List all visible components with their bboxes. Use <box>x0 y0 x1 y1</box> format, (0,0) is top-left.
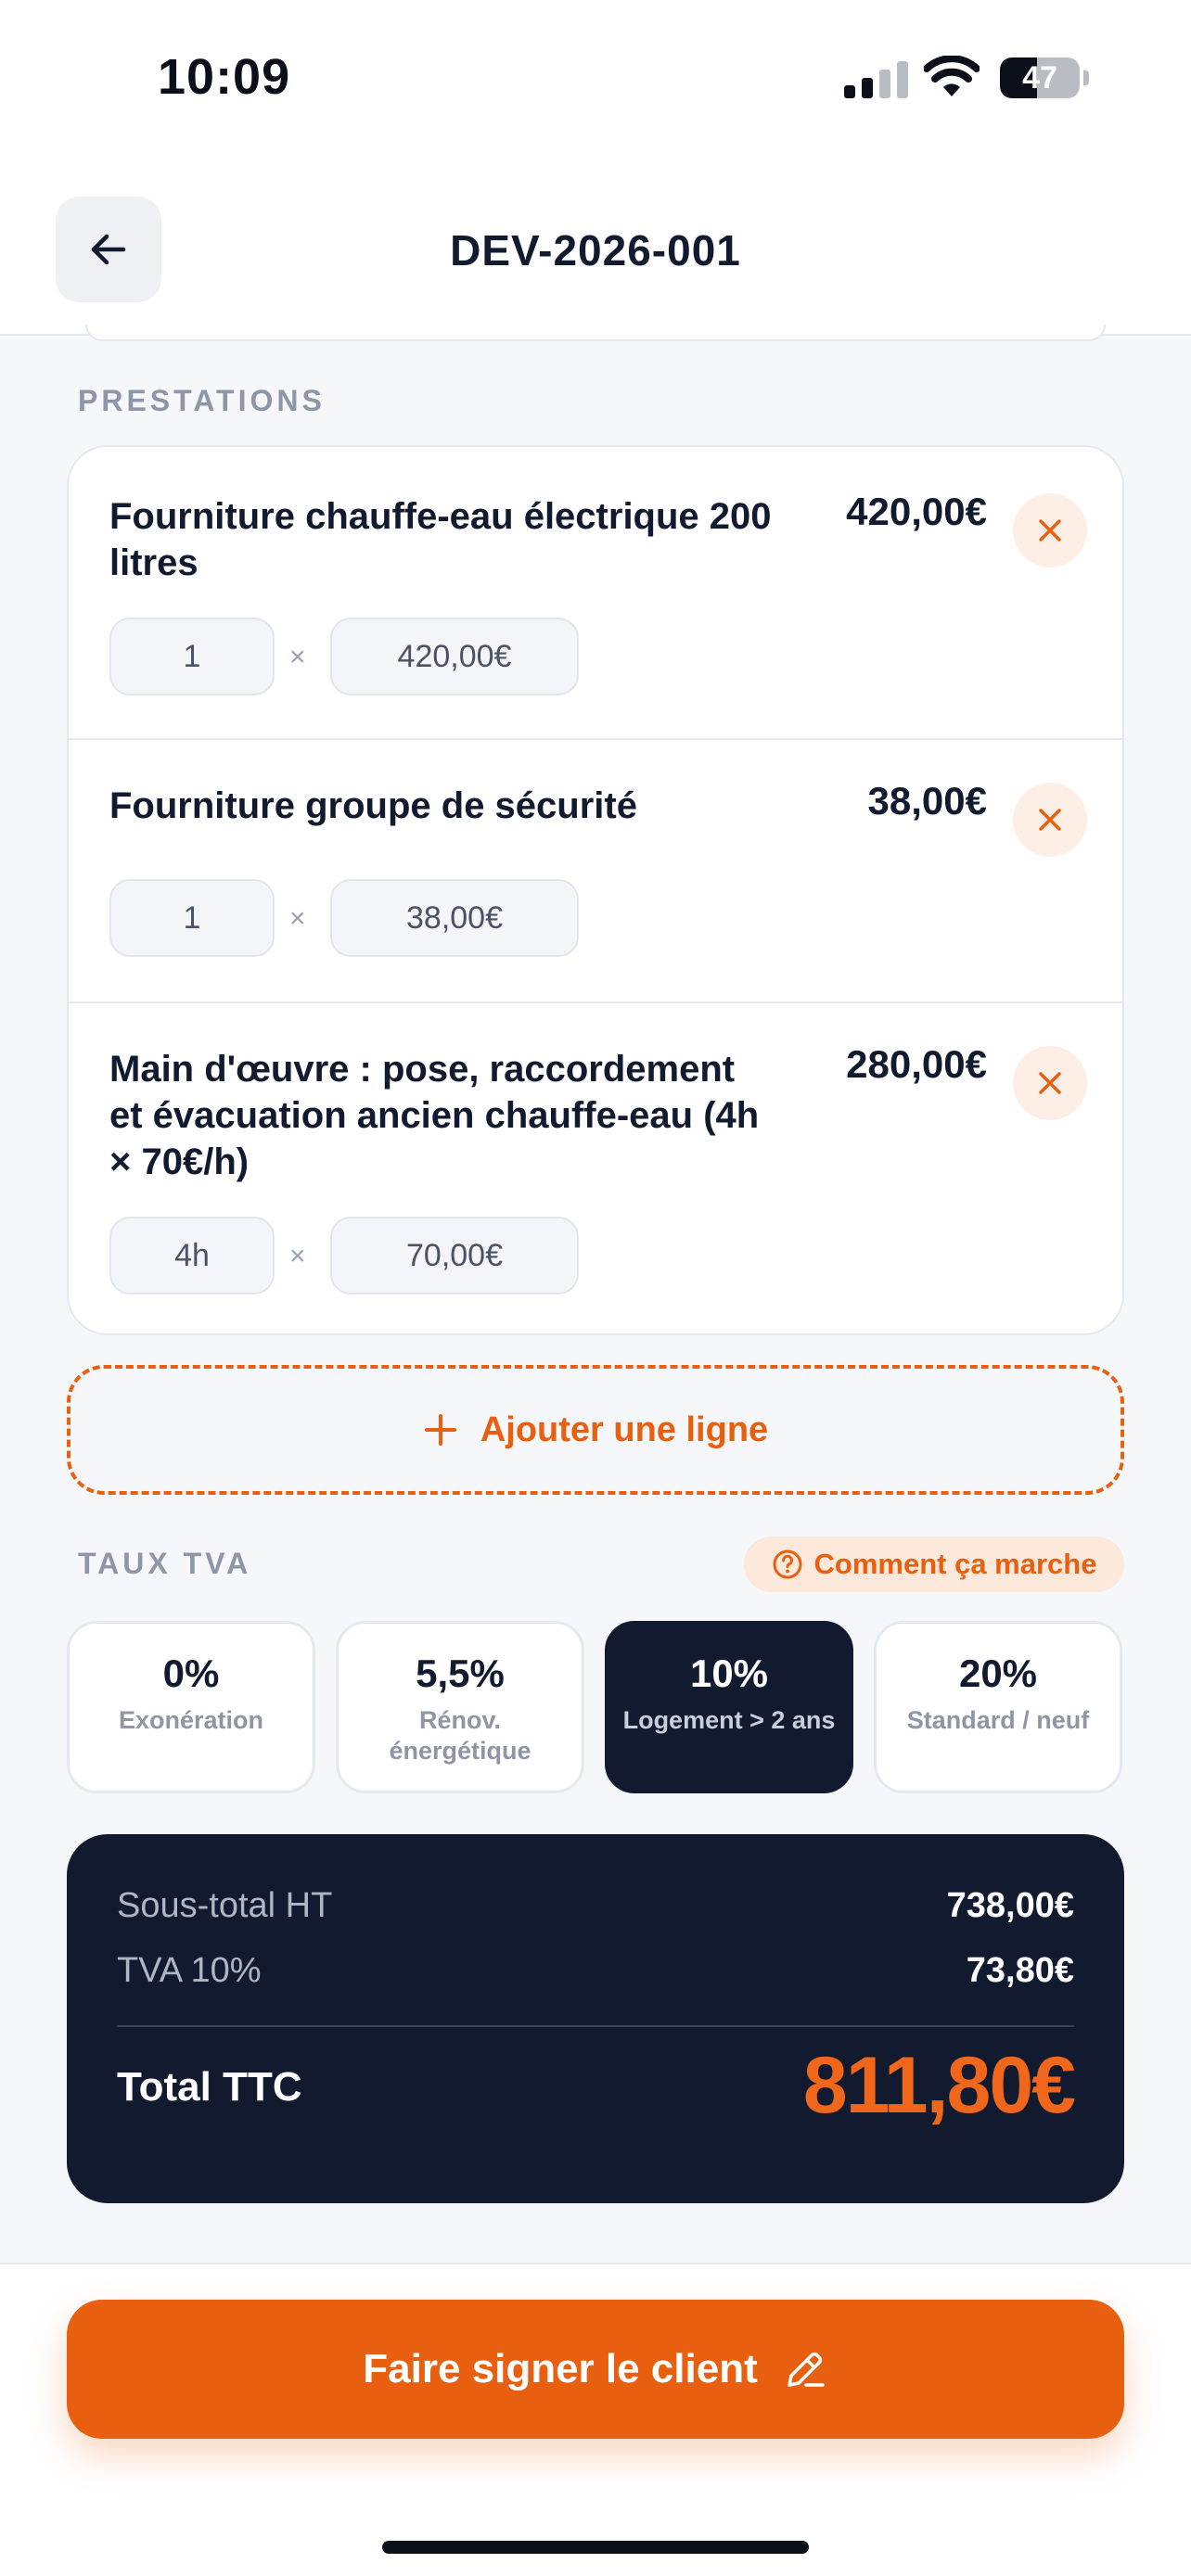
item-total: 280,00€ <box>846 1042 987 1086</box>
multiply-sign: × <box>289 642 306 672</box>
header: DEV-2026-001 <box>0 162 1191 336</box>
row-divider <box>69 738 1122 740</box>
quantity-field[interactable]: 1 <box>109 879 275 957</box>
unit-price-field[interactable]: 38,00€ <box>330 879 579 957</box>
vat-rate: 5,5% <box>416 1651 505 1695</box>
vat-description: Exonération <box>118 1706 264 1734</box>
multiply-sign: × <box>289 903 306 934</box>
prestations-section-label: PRESTATIONS <box>78 384 326 417</box>
wifi-icon <box>924 56 980 96</box>
unit-price-field[interactable]: 420,00€ <box>330 618 579 695</box>
vat-description: Standard / neuf <box>906 1706 1090 1734</box>
home-indicator <box>382 2541 809 2554</box>
item-description: Main d'œuvre : pose, raccordement et éva… <box>109 1049 760 1182</box>
vat-section-label: TAUX TVA <box>78 1547 252 1580</box>
pencil-icon <box>788 2352 825 2387</box>
battery-icon: 47 <box>1000 57 1080 98</box>
multiply-sign: × <box>289 1241 306 1271</box>
vat-amount-label: TVA 10% <box>117 1951 262 1990</box>
totals-card: Sous-total HT 738,00€ TVA 10% 73,80€ Tot… <box>67 1834 1124 2203</box>
vat-rate: 0% <box>162 1651 220 1695</box>
cellular-signal-icon <box>844 61 908 98</box>
grand-total-value: 811,80€ <box>802 2041 1076 2130</box>
remove-item-button[interactable] <box>1013 783 1087 857</box>
vat-option-10[interactable]: 10% Logement > 2 ans <box>605 1621 853 1793</box>
item-total: 420,00€ <box>846 490 987 533</box>
help-button[interactable]: Comment ça marche <box>744 1537 1124 1592</box>
battery-fill <box>1000 57 1038 98</box>
status-bar: 10:09 47 <box>0 0 1191 162</box>
battery-tip <box>1083 70 1089 85</box>
plus-icon <box>424 1414 456 1446</box>
quantity-field[interactable]: 1 <box>109 618 275 695</box>
vat-amount-value: 73,80€ <box>966 1951 1074 1990</box>
vat-option-20[interactable]: 20% Standard / neuf <box>874 1621 1122 1793</box>
row-divider <box>69 1001 1122 1003</box>
page-title: DEV-2026-001 <box>450 226 741 274</box>
line-item: Fourniture chauffe-eau électrique 200 li… <box>69 447 1122 738</box>
add-line-button[interactable]: Ajouter une ligne <box>67 1365 1124 1495</box>
item-description: Fourniture groupe de sécurité <box>109 785 637 826</box>
arrow-left-icon <box>91 234 126 265</box>
remove-item-button[interactable] <box>1013 1046 1087 1120</box>
close-icon <box>1039 519 1061 542</box>
vat-description: Logement > 2 ans <box>622 1706 836 1734</box>
subtotal-label: Sous-total HT <box>117 1886 333 1925</box>
footer: Faire signer le client <box>0 2263 1191 2576</box>
totals-divider <box>117 2025 1074 2027</box>
vat-option-0[interactable]: 0% Exonération <box>67 1621 315 1793</box>
item-description: Fourniture chauffe-eau électrique 200 li… <box>109 496 772 583</box>
help-circle-icon <box>773 1549 802 1579</box>
quantity-field[interactable]: 4h <box>109 1217 275 1294</box>
subtotal-value: 738,00€ <box>946 1886 1074 1925</box>
close-icon <box>1039 1072 1061 1094</box>
previous-card-edge <box>85 325 1106 341</box>
line-item: Main d'œuvre : pose, raccordement et éva… <box>69 1003 1122 1333</box>
sign-client-button[interactable]: Faire signer le client <box>67 2300 1124 2439</box>
grand-total-label: Total TTC <box>117 2064 302 2110</box>
vat-option-5-5[interactable]: 5,5% Rénov. énergétique <box>336 1621 584 1793</box>
back-button[interactable] <box>56 197 161 302</box>
item-total: 38,00€ <box>867 779 987 823</box>
help-label: Comment ça marche <box>813 1548 1097 1580</box>
prestations-card: Fourniture chauffe-eau électrique 200 li… <box>67 445 1124 1335</box>
remove-item-button[interactable] <box>1013 493 1087 567</box>
add-line-label: Ajouter une ligne <box>480 1409 769 1449</box>
unit-price-field[interactable]: 70,00€ <box>330 1217 579 1294</box>
status-time: 10:09 <box>158 49 291 105</box>
vat-description: Rénov. énergétique <box>389 1706 531 1765</box>
line-item: Fourniture groupe de sécurité 38,00€ 1 ×… <box>69 740 1122 1001</box>
vat-rate: 20% <box>958 1651 1038 1695</box>
sign-button-label: Faire signer le client <box>363 2346 758 2391</box>
vat-rate: 10% <box>689 1651 769 1695</box>
close-icon <box>1039 809 1061 831</box>
battery-level: 47 <box>1022 60 1057 96</box>
